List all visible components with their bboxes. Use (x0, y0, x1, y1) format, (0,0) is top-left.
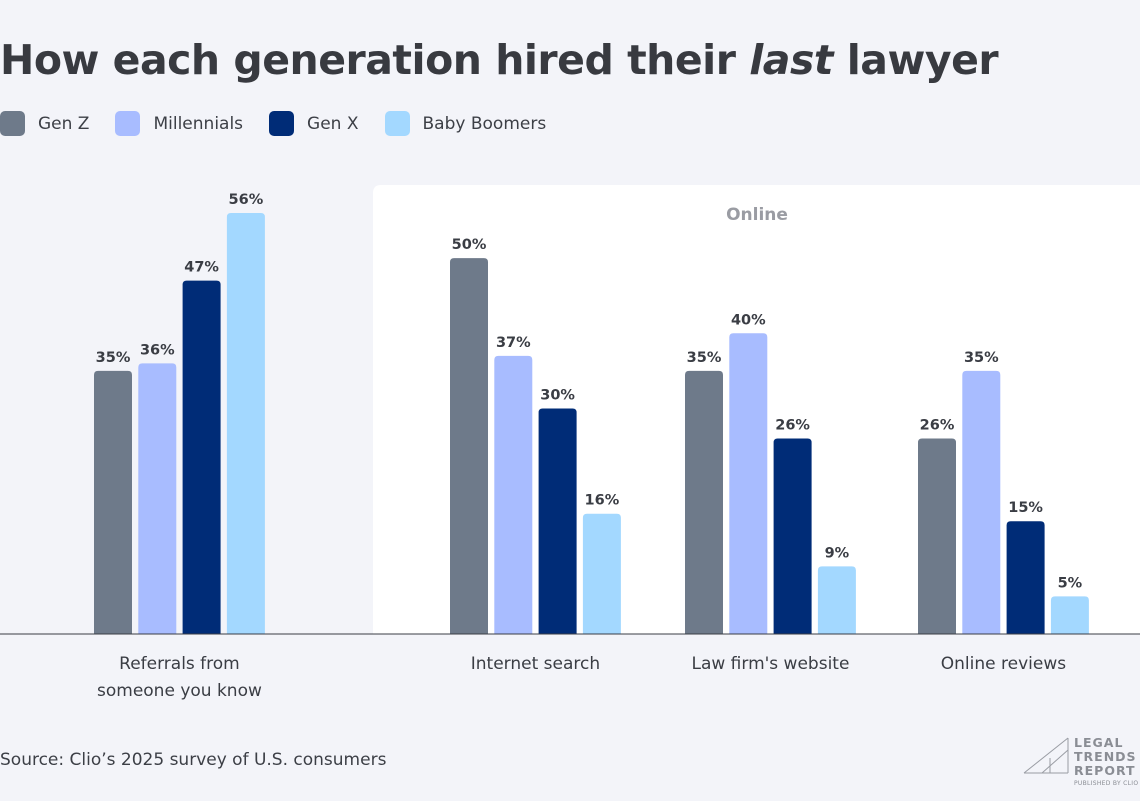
legend-label: Millennials (153, 113, 244, 134)
data-label: 50% (452, 237, 487, 253)
bar (1050, 596, 1089, 634)
bar (962, 370, 1001, 634)
source-note: Source: Clio’s 2025 survey of U.S. consu… (0, 750, 387, 770)
bar (538, 408, 577, 634)
data-label: 47% (184, 260, 219, 276)
bar (817, 566, 856, 634)
category-label: Law firm's website (691, 654, 849, 674)
bar (729, 333, 768, 634)
bar (685, 370, 723, 634)
bar (582, 513, 621, 634)
data-label: 36% (140, 342, 175, 358)
legend-label: Baby Boomers (422, 113, 547, 134)
legend-swatch (0, 111, 25, 136)
data-label: 30% (540, 387, 575, 403)
legend-label: Gen Z (38, 113, 90, 134)
title-text: How each generation hired their (0, 36, 750, 84)
legend-swatch (269, 111, 295, 136)
data-label: 15% (1008, 500, 1043, 516)
bar (1006, 521, 1045, 634)
legend-item: Gen Z (0, 111, 89, 136)
online-panel-label: Online (726, 205, 788, 225)
data-label: 16% (585, 493, 620, 509)
data-label: 40% (731, 312, 766, 328)
data-label: 5% (1058, 575, 1083, 591)
title-text-end: lawyer (832, 36, 999, 84)
category-label: someone you know (97, 681, 262, 701)
legend: Gen Z Millennials Gen X Baby Boomers (0, 111, 572, 136)
legend-item: Baby Boomers (384, 111, 547, 136)
legal-trends-report-logo: LEGAL TRENDS REPORT PUBLISHED BY CLIO (1022, 736, 1140, 796)
category-label: Referrals from (119, 654, 240, 674)
legend-label: Gen X (307, 113, 359, 134)
legend-swatch (384, 111, 410, 136)
data-label: 26% (775, 418, 810, 434)
legend-swatch (115, 111, 141, 136)
category-label: Online reviews (941, 654, 1066, 674)
data-label: 26% (920, 418, 955, 434)
bar (94, 370, 132, 634)
bar (182, 280, 221, 634)
title-emphasis: last (749, 36, 833, 84)
category-label: Internet search (471, 654, 600, 674)
legend-item: Gen X (269, 111, 359, 136)
data-label: 35% (687, 350, 722, 366)
data-label: 37% (496, 335, 531, 351)
data-label: 35% (964, 350, 999, 366)
legend-item: Millennials (115, 111, 243, 136)
bar (226, 213, 265, 634)
bar (450, 258, 488, 634)
bar (138, 363, 177, 634)
bar (773, 438, 812, 634)
chart-title: How each generation hired their last law… (0, 36, 999, 84)
data-label: 9% (825, 545, 850, 561)
data-label: 56% (229, 192, 264, 208)
bar (918, 438, 956, 634)
data-label: 35% (96, 350, 131, 366)
bar (494, 355, 533, 634)
